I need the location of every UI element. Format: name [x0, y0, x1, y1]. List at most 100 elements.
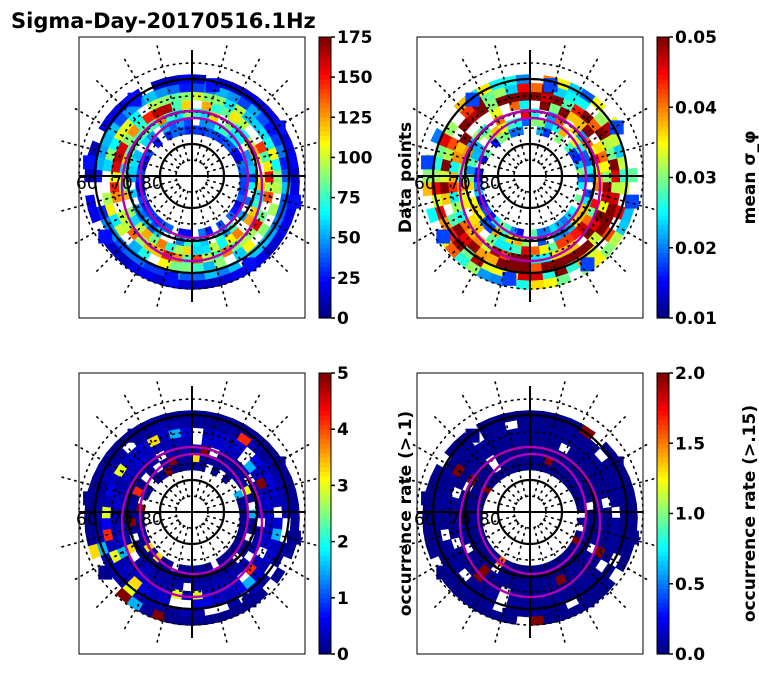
dotted-mlt-line: [537, 394, 599, 499]
colorbar-segment: [657, 518, 669, 524]
heatmap-cell: [289, 503, 300, 519]
colorbar-segment: [319, 597, 331, 604]
colorbar-segment: [657, 224, 669, 230]
heatmap-cell: [271, 120, 286, 135]
dotted-mlt-line: [412, 443, 517, 505]
colorbar-segment: [319, 541, 331, 547]
colorbar-tick-label: 0.05: [675, 28, 717, 48]
heatmap-cell: [627, 503, 638, 519]
colorbar-segment: [319, 461, 331, 468]
colorbar-segment: [657, 41, 669, 47]
colorbar-segment: [657, 280, 669, 286]
colorbar-segment: [319, 233, 331, 239]
colorbar-segment: [319, 625, 331, 632]
colorbar-tick-label: 0.04: [675, 98, 717, 118]
lat-label: 70: [449, 510, 471, 530]
colorbar-tick-label: 5: [337, 364, 349, 384]
colorbar-segment: [657, 532, 669, 538]
colorbar-segment: [319, 261, 331, 268]
colorbar-segment: [319, 303, 331, 310]
dotted-mlt-line: [494, 380, 527, 498]
heatmap-cell: [529, 262, 543, 273]
colorbar-tick-label: 1: [337, 589, 349, 609]
heatmap-cell: [518, 99, 531, 110]
colorbar-segment: [657, 88, 669, 94]
colorbar-segment: [657, 377, 669, 383]
colorbar-segment: [319, 280, 331, 286]
colorbar-segment: [657, 102, 669, 108]
colorbar-segment: [319, 611, 331, 618]
colorbar-segment: [319, 55, 331, 62]
heatmap-cell: [615, 555, 630, 573]
heatmap-cell: [624, 194, 639, 209]
colorbar-segment: [657, 261, 669, 268]
colorbar-segment: [657, 621, 669, 627]
colorbar-segment: [657, 630, 669, 636]
colorbar-segment: [657, 424, 669, 430]
colorbar-segment: [657, 410, 669, 416]
colorbar-tick-label: 0.02: [675, 239, 717, 259]
colorbar-segment: [319, 550, 331, 557]
colorbar-label: mean σ_φ: [740, 131, 759, 225]
colorbar-tick-label: 150: [337, 68, 373, 88]
colorbar-segment: [657, 149, 669, 155]
colorbar-segment: [319, 149, 331, 155]
colorbar-segment: [319, 125, 331, 132]
colorbar-tick-label: 125: [337, 108, 373, 128]
colorbar-segment: [657, 140, 669, 146]
dotted-mlt-line: [494, 190, 527, 308]
colorbar-segment: [657, 625, 669, 632]
heatmap-cell: [289, 517, 300, 533]
colorbar-segment: [319, 447, 331, 454]
heatmap-cell: [602, 517, 613, 530]
colorbar-segment: [319, 93, 331, 99]
heatmap-cell: [421, 491, 436, 506]
colorbar-segment: [657, 466, 669, 472]
heatmap-cell: [98, 565, 113, 580]
heatmap-cell: [517, 262, 531, 273]
colorbar-segment: [657, 83, 669, 90]
dotted-mlt-line: [199, 58, 261, 163]
heatmap-cell: [602, 181, 613, 194]
colorbar-segment: [319, 574, 331, 580]
colorbar-segment: [319, 308, 331, 314]
colorbar-segment: [657, 247, 669, 254]
heatmap-cell: [242, 257, 257, 272]
auroral-oval-outer: [120, 445, 264, 599]
heatmap-cell: [179, 262, 193, 273]
dotted-mlt-line: [95, 522, 182, 609]
colorbar-segment: [319, 433, 331, 440]
heatmap-cell: [443, 121, 459, 138]
colorbar-segment: [319, 373, 331, 379]
dotted-mlt-line: [206, 515, 324, 548]
colorbar-segment: [657, 294, 669, 300]
dotted-mlt-line: [540, 79, 627, 166]
dotted-mlt-line: [156, 380, 189, 498]
colorbar-segment: [657, 144, 669, 150]
colorbar-segment: [319, 518, 331, 524]
colorbar-segment: [319, 546, 331, 552]
colorbar-segment: [319, 569, 331, 575]
lat-label: 70: [111, 174, 133, 194]
colorbar-segment: [319, 191, 331, 197]
colorbar-segment: [319, 51, 331, 57]
heatmap-cell: [180, 435, 193, 446]
colorbar-segment: [657, 574, 669, 580]
colorbar-segment: [657, 266, 669, 272]
dotted-mlt-line: [543, 107, 648, 169]
dotted-mlt-line: [202, 79, 289, 166]
heatmap-cell: [264, 181, 275, 194]
dotted-mlt-line: [123, 58, 185, 163]
dotted-mlt-line: [543, 443, 648, 505]
dotted-mlt-line: [74, 107, 179, 169]
lat-label: 60: [76, 510, 98, 530]
heatmap-cell: [529, 418, 544, 429]
colorbar-segment: [319, 644, 331, 650]
dotted-mlt-line: [95, 415, 182, 502]
colorbar-segment: [319, 299, 331, 305]
colorbar-segment: [657, 635, 669, 641]
colorbar-segment: [319, 46, 331, 52]
colorbar-segment: [319, 476, 331, 482]
figure-title: Sigma-Day-20170516.1Hz: [11, 9, 316, 33]
